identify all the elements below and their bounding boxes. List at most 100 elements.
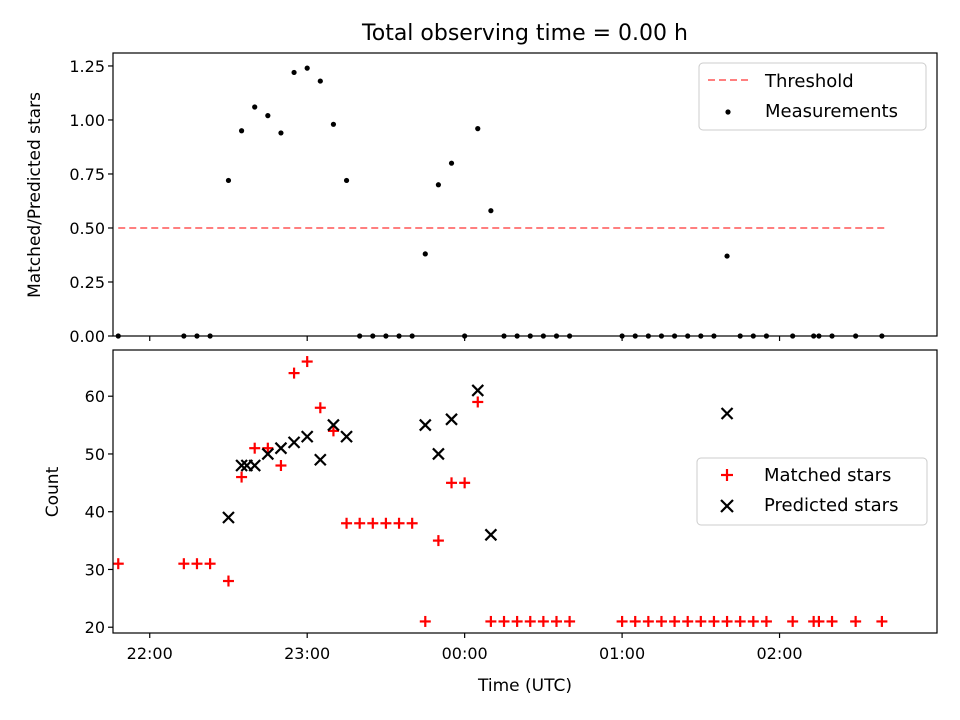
matched-star-point xyxy=(327,425,339,437)
predicted-star-point xyxy=(445,413,458,426)
matched-star-point xyxy=(498,615,510,627)
measurement-point xyxy=(291,69,297,76)
predicted-star-point xyxy=(720,407,734,420)
predicted-star-point xyxy=(248,459,261,472)
legend-measurements-swatch xyxy=(725,109,731,115)
matched-star-point xyxy=(275,460,287,472)
matched-star-point xyxy=(204,558,216,570)
predicted-star-point xyxy=(261,447,275,461)
matched-star-point xyxy=(708,615,720,627)
matched-star-point xyxy=(367,517,379,529)
matched-star-point xyxy=(262,442,274,454)
predicted-star-point xyxy=(484,528,498,542)
legend-threshold-label: Threshold xyxy=(764,71,854,92)
bottom-ytick-label: 50 xyxy=(85,445,105,464)
measurement-point xyxy=(238,128,245,134)
bottom-ytick-label: 40 xyxy=(85,503,105,522)
matched-star-point xyxy=(112,558,124,570)
matched-star-point xyxy=(813,615,825,627)
legend-matched-swatch xyxy=(721,469,733,481)
top-ytick-label: 0.25 xyxy=(69,273,105,292)
matched-star-point xyxy=(616,615,628,627)
matched-star-point xyxy=(850,615,862,627)
top-ytick-label: 0.75 xyxy=(69,165,105,184)
measurement-point xyxy=(252,104,258,110)
measurement-point xyxy=(265,113,271,119)
legend-predicted-swatch xyxy=(720,499,734,513)
bottom-ytick-label: 20 xyxy=(85,618,105,637)
top-panel: Total observing time = 0.00 h 0.00 0.25 0.… xyxy=(25,21,938,346)
measurement-point xyxy=(317,78,323,84)
predicted-star-point xyxy=(274,441,288,455)
predicted-star-point xyxy=(222,511,235,524)
top-ytick-label: 1.00 xyxy=(69,111,105,130)
matched-star-point xyxy=(826,615,838,627)
bottom-ytick-label: 30 xyxy=(85,560,105,579)
matched-star-point xyxy=(550,615,562,627)
measurement-point xyxy=(330,121,337,127)
top-legend-box xyxy=(698,62,927,131)
matched-star-point xyxy=(642,615,654,627)
bottom-ylabel: Count xyxy=(43,466,63,517)
matched-star-point xyxy=(669,615,681,627)
top-legend: Threshold Measurements xyxy=(698,62,927,131)
measurement-point xyxy=(422,251,428,257)
matched-star-point xyxy=(406,517,418,529)
matched-star-point xyxy=(314,402,326,414)
bottom-legend-box xyxy=(696,457,928,526)
matched-star-point xyxy=(524,615,536,627)
top-ytick-label: 0.00 xyxy=(69,327,105,346)
measurement-point xyxy=(475,126,481,132)
predicted-star-point xyxy=(340,430,353,443)
matched-star-point xyxy=(236,471,248,483)
bottom-panel: 20 30 40 50 60 22:00 23:00 00:00 01:00 02:00 Cou… xyxy=(43,349,938,696)
matched-star-point xyxy=(787,615,799,627)
top-axes-frame xyxy=(112,52,938,337)
matched-star-point xyxy=(380,517,392,529)
predicted-star-point xyxy=(300,430,314,443)
predicted-star-point xyxy=(432,447,445,461)
legend-matched-label: Matched stars xyxy=(764,465,891,486)
top-title: Total observing time = 0.00 h xyxy=(361,21,688,46)
bottom-x-axis: 22:00 23:00 00:00 01:00 02:00 xyxy=(127,633,803,663)
top-ytick-label: 0.50 xyxy=(69,219,105,238)
bottom-axes-frame xyxy=(112,349,938,634)
bottom-xtick-label: 00:00 xyxy=(442,644,488,663)
matched-star-point xyxy=(249,442,261,454)
matched-star-point xyxy=(747,615,759,627)
matched-star-point xyxy=(537,615,549,627)
measurement-point xyxy=(343,177,350,184)
matched-star-point xyxy=(341,517,353,529)
measurement-point xyxy=(724,253,730,259)
predicted-star-point xyxy=(471,384,485,397)
measurement-point xyxy=(448,160,455,166)
measurement-point xyxy=(435,182,442,188)
matched-star-point xyxy=(485,615,497,627)
measurement-point xyxy=(488,208,494,214)
bottom-xtick-label: 23:00 xyxy=(284,644,330,663)
matched-star-point xyxy=(760,615,772,627)
matched-star-point xyxy=(354,517,366,529)
matched-star-point xyxy=(459,477,471,489)
matched-star-point xyxy=(721,615,733,627)
measurement-point xyxy=(304,65,310,71)
matched-star-point xyxy=(393,517,405,529)
matched-star-point xyxy=(446,477,458,489)
matched-star-point xyxy=(472,396,484,408)
matched-star-point xyxy=(432,535,444,547)
bottom-y-axis: 20 30 40 50 60 xyxy=(85,387,113,637)
predicted-star-point xyxy=(419,418,432,432)
matched-star-point xyxy=(629,615,641,627)
predicted-star-point xyxy=(314,453,327,467)
bottom-plot-marks xyxy=(112,356,888,627)
matched-star-point xyxy=(695,615,707,627)
matched-star-point xyxy=(655,615,667,627)
matched-star-point xyxy=(511,615,523,627)
top-ylabel: Matched/Predicted stars xyxy=(25,92,45,298)
predicted-star-point xyxy=(235,459,248,472)
measurement-point xyxy=(278,130,284,136)
matched-star-point xyxy=(222,575,234,587)
matched-star-point xyxy=(564,615,576,627)
top-y-axis: 0.00 0.25 0.50 0.75 1.00 1.25 xyxy=(69,57,113,346)
